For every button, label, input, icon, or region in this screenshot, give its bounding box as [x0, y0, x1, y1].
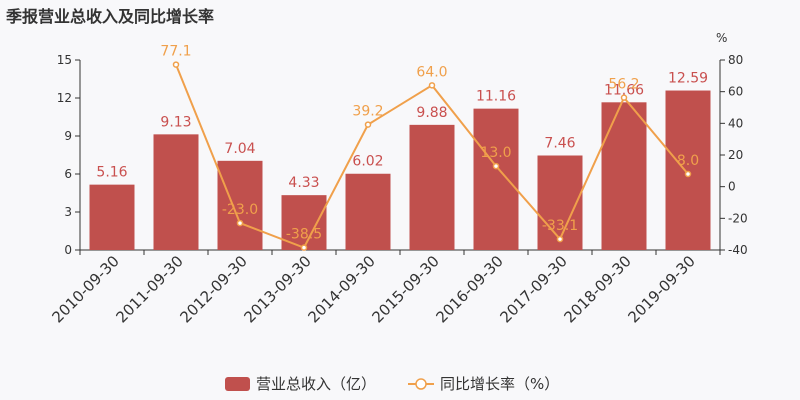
y-right-tick-label: 40 — [728, 116, 743, 130]
x-tick-label: 2015-09-30 — [368, 252, 442, 326]
y-left-tick-label: 15 — [57, 53, 72, 67]
growth-point-label: 56.2 — [608, 77, 639, 93]
y-left-tick-label: 9 — [64, 129, 72, 143]
growth-point-label: 13.0 — [480, 145, 511, 161]
x-tick-label: 2019-09-30 — [624, 252, 698, 326]
x-tick-label: 2011-09-30 — [112, 252, 186, 326]
growth-point-label: 8.0 — [677, 153, 699, 169]
y-left-tick-label: 3 — [64, 205, 72, 219]
revenue-bar — [217, 160, 263, 250]
x-tick-label: 2012-09-30 — [176, 252, 250, 326]
growth-point — [620, 94, 628, 101]
growth-point — [364, 121, 372, 128]
legend-item-growth[interactable]: 同比增长率（%） — [408, 375, 559, 393]
x-tick-label: 2016-09-30 — [432, 252, 506, 326]
y-right-tick-label: 0 — [728, 180, 736, 194]
revenue-bar — [345, 173, 391, 250]
x-tick-label: 2013-09-30 — [240, 252, 314, 326]
revenue-bar — [665, 90, 711, 250]
chart-title: 季报营业总收入及同比增长率 — [5, 7, 214, 26]
growth-point — [428, 82, 436, 89]
growth-point — [300, 244, 308, 251]
legend-item-revenue[interactable]: 营业总收入（亿） — [225, 375, 376, 393]
growth-point — [684, 170, 692, 178]
x-tick-label: 2014-09-30 — [304, 252, 378, 326]
growth-point-label: 77.1 — [160, 44, 191, 60]
growth-point — [556, 235, 564, 243]
growth-point-label: -38.5 — [286, 227, 322, 243]
growth-point — [492, 162, 500, 170]
y-right-tick-label: 60 — [728, 85, 743, 99]
bars — [89, 90, 711, 250]
legend-label-growth: 同比增长率（%） — [440, 375, 559, 393]
revenue-bar — [537, 155, 583, 250]
revenue-bar-label: 7.46 — [544, 136, 575, 152]
legend-label-revenue: 营业总收入（亿） — [256, 375, 376, 393]
x-tick-label: 2010-09-30 — [48, 252, 122, 326]
growth-point — [172, 61, 180, 68]
growth-point-label: -33.1 — [542, 218, 578, 234]
y-left-tick-label: 6 — [64, 167, 72, 181]
y-right-unit: % — [716, 31, 727, 45]
growth-point-label: -23.0 — [222, 202, 258, 218]
growth-point-label: 39.2 — [352, 104, 383, 120]
y-left-tick-label: 0 — [64, 243, 72, 257]
y-right-tick-label: -20 — [728, 211, 748, 225]
revenue-bar-label: 9.88 — [416, 105, 447, 121]
revenue-bar-label: 11.16 — [476, 89, 516, 105]
legend-swatch-growth-marker — [415, 378, 427, 390]
x-tick-label: 2018-09-30 — [560, 252, 634, 326]
y-left-tick-label: 12 — [57, 91, 72, 105]
revenue-bar — [473, 108, 519, 250]
revenue-bar — [153, 134, 199, 250]
y-right-tick-label: 80 — [728, 53, 743, 67]
growth-point-label: 64.0 — [416, 64, 447, 80]
revenue-bar — [601, 102, 647, 250]
y-right-tick-label: -40 — [728, 243, 748, 257]
growth-point — [236, 219, 244, 227]
legend[interactable]: 营业总收入（亿） 同比增长率（%） — [225, 375, 559, 393]
revenue-bar — [409, 124, 455, 250]
legend-swatch-revenue — [225, 377, 250, 391]
y-right-tick-label: 20 — [728, 148, 743, 162]
x-tick-label: 2017-09-30 — [496, 252, 570, 326]
revenue-bar-label: 6.02 — [352, 154, 383, 170]
revenue-bar-label: 5.16 — [96, 165, 127, 181]
revenue-bar-label: 11.66 — [604, 82, 644, 98]
revenue-bar — [89, 184, 135, 250]
revenue-bar-label: 7.04 — [224, 141, 255, 157]
data-labels: 5.16 9.13 7.04 4.33 6.02 9.88 11.16 7.46 11.66 12… — [96, 44, 708, 243]
revenue-bar-label: 12.59 — [668, 71, 708, 87]
revenue-bar-label: 9.13 — [160, 114, 191, 130]
growth-line — [172, 61, 692, 251]
revenue-bar-label: 4.33 — [288, 175, 319, 191]
